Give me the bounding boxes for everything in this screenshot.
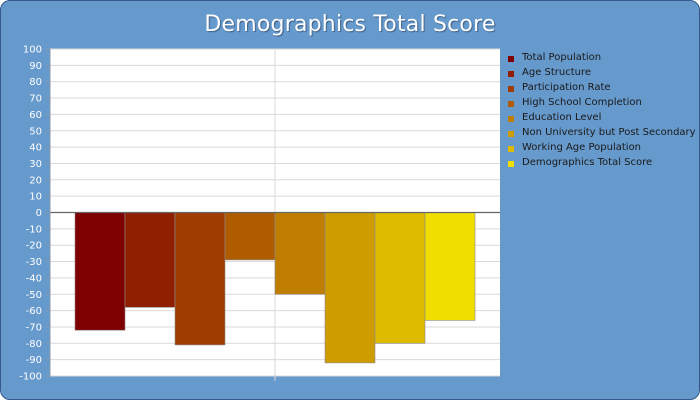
bar — [124, 212, 176, 308]
legend-item: Total Population — [508, 52, 698, 67]
legend-swatch — [508, 56, 514, 62]
y-tick-label: 70 — [29, 94, 42, 105]
chart-title: Demographics Total Score — [204, 12, 496, 37]
y-tick-label: 60 — [29, 110, 42, 121]
y-tick-label: -30 — [26, 257, 42, 268]
legend-item: Non University but Post Secondary — [508, 127, 698, 142]
y-tick-label: -80 — [26, 339, 42, 350]
legend-swatch — [508, 71, 514, 77]
legend-swatch — [508, 146, 514, 152]
legend-item: Demographics Total Score — [508, 157, 698, 172]
y-tick-label: 80 — [29, 77, 42, 88]
bar — [424, 212, 476, 321]
legend-swatch — [508, 101, 514, 107]
y-tick-label: 90 — [29, 61, 42, 72]
bar — [324, 212, 376, 364]
y-tick-label: 20 — [29, 175, 42, 186]
y-tick-label: -100 — [19, 372, 42, 383]
legend-item: Participation Rate — [508, 82, 698, 97]
bar — [224, 212, 276, 261]
legend-item: Education Level — [508, 112, 698, 127]
bar — [374, 212, 426, 344]
y-tick-label: -50 — [26, 290, 42, 301]
legend-item: Age Structure — [508, 67, 698, 82]
bar — [174, 212, 226, 346]
y-tick-label: -70 — [26, 322, 42, 333]
legend-swatch — [508, 161, 514, 167]
y-tick-label: 0 — [36, 208, 42, 219]
legend-label: Age Structure — [522, 67, 592, 78]
legend-item: Working Age Population — [508, 142, 698, 157]
y-tick-label: -90 — [26, 355, 42, 366]
legend-swatch — [508, 116, 514, 122]
legend-label: High School Completion — [522, 97, 642, 108]
legend-swatch — [508, 131, 514, 137]
y-tick-label: 10 — [29, 192, 42, 203]
legend-label: Education Level — [522, 112, 602, 123]
y-tick-label: -20 — [26, 241, 42, 252]
legend-label: Participation Rate — [522, 82, 611, 93]
bar — [274, 212, 326, 295]
y-tick-label: -40 — [26, 273, 42, 284]
chart-legend: Total Population Age Structure Participati… — [508, 52, 698, 172]
y-tick-label: -10 — [26, 224, 42, 235]
legend-swatch — [508, 86, 514, 92]
y-tick-label: 50 — [29, 126, 42, 137]
y-tick-label: -60 — [26, 306, 42, 317]
legend-label: Demographics Total Score — [522, 157, 653, 168]
y-tick-label: 30 — [29, 159, 42, 170]
y-tick-label: 40 — [29, 143, 42, 154]
legend-item: High School Completion — [508, 97, 698, 112]
legend-label: Non University but Post Secondary — [522, 127, 696, 138]
bar — [74, 212, 126, 331]
legend-label: Total Population — [522, 52, 602, 63]
legend-label: Working Age Population — [522, 142, 642, 153]
y-tick-label: 100 — [23, 45, 42, 56]
